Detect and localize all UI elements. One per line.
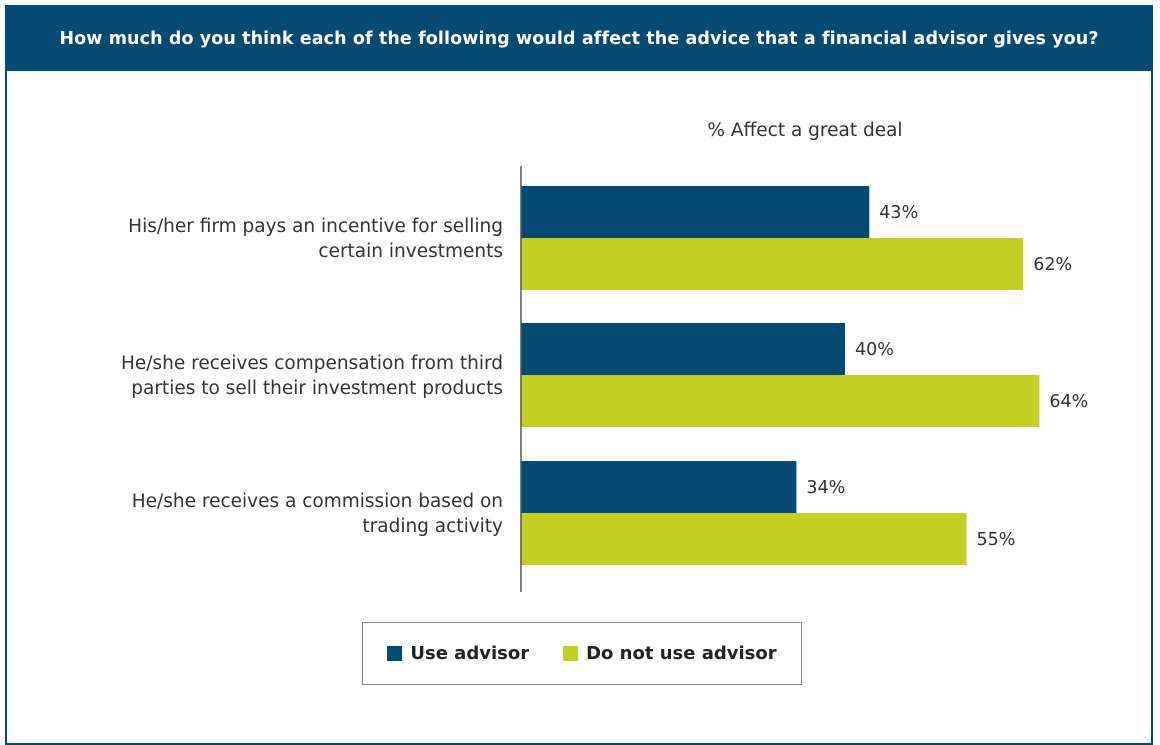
category-label-line: He/she receives a commission based on xyxy=(132,491,503,512)
legend-item-use-advisor: Use advisor xyxy=(387,643,529,664)
data-label-use-advisor-2: 34% xyxy=(806,478,845,498)
category-label-line: trading activity xyxy=(362,516,503,537)
bar-use-advisor-0 xyxy=(521,186,870,238)
bar-do-not-use-advisor-0 xyxy=(521,238,1024,290)
data-label-use-advisor-0: 43% xyxy=(879,203,918,223)
category-label-line: He/she receives compensation from third xyxy=(121,353,503,374)
category-label-2: He/she receives a commission based on tra… xyxy=(132,491,503,537)
category-label-line: certain investments xyxy=(318,241,503,262)
data-label-do-not-use-advisor-2: 55% xyxy=(977,530,1016,550)
category-label-1: He/she receives compensation from third p… xyxy=(121,353,503,399)
legend-label-use-advisor: Use advisor xyxy=(410,643,530,664)
question-title: How much do you think each of the follow… xyxy=(59,29,1099,49)
legend-swatch-do-not-use-advisor xyxy=(563,646,579,661)
chart-legend: Use advisor Do not use advisor xyxy=(362,622,802,685)
legend-swatch-use-advisor xyxy=(387,646,403,661)
legend-label-do-not-use-advisor: Do not use advisor xyxy=(586,643,777,664)
data-label-do-not-use-advisor-0: 62% xyxy=(1033,255,1072,275)
bar-use-advisor-1 xyxy=(521,323,845,375)
bar-use-advisor-2 xyxy=(521,461,797,513)
legend-item-do-not-use-advisor: Do not use advisor xyxy=(563,643,777,664)
bar-do-not-use-advisor-1 xyxy=(521,375,1040,427)
chart-question-header: How much do you think each of the follow… xyxy=(7,7,1151,71)
chart-subtitle: % Affect a great deal xyxy=(707,120,902,141)
data-label-use-advisor-1: 40% xyxy=(855,340,894,360)
data-label-do-not-use-advisor-1: 64% xyxy=(1049,392,1088,412)
category-label-0: His/her firm pays an incentive for selli… xyxy=(128,216,503,262)
bar-do-not-use-advisor-2 xyxy=(521,513,967,565)
category-label-line: parties to sell their investment product… xyxy=(131,378,503,399)
category-label-line: His/her firm pays an incentive for selli… xyxy=(128,216,503,237)
